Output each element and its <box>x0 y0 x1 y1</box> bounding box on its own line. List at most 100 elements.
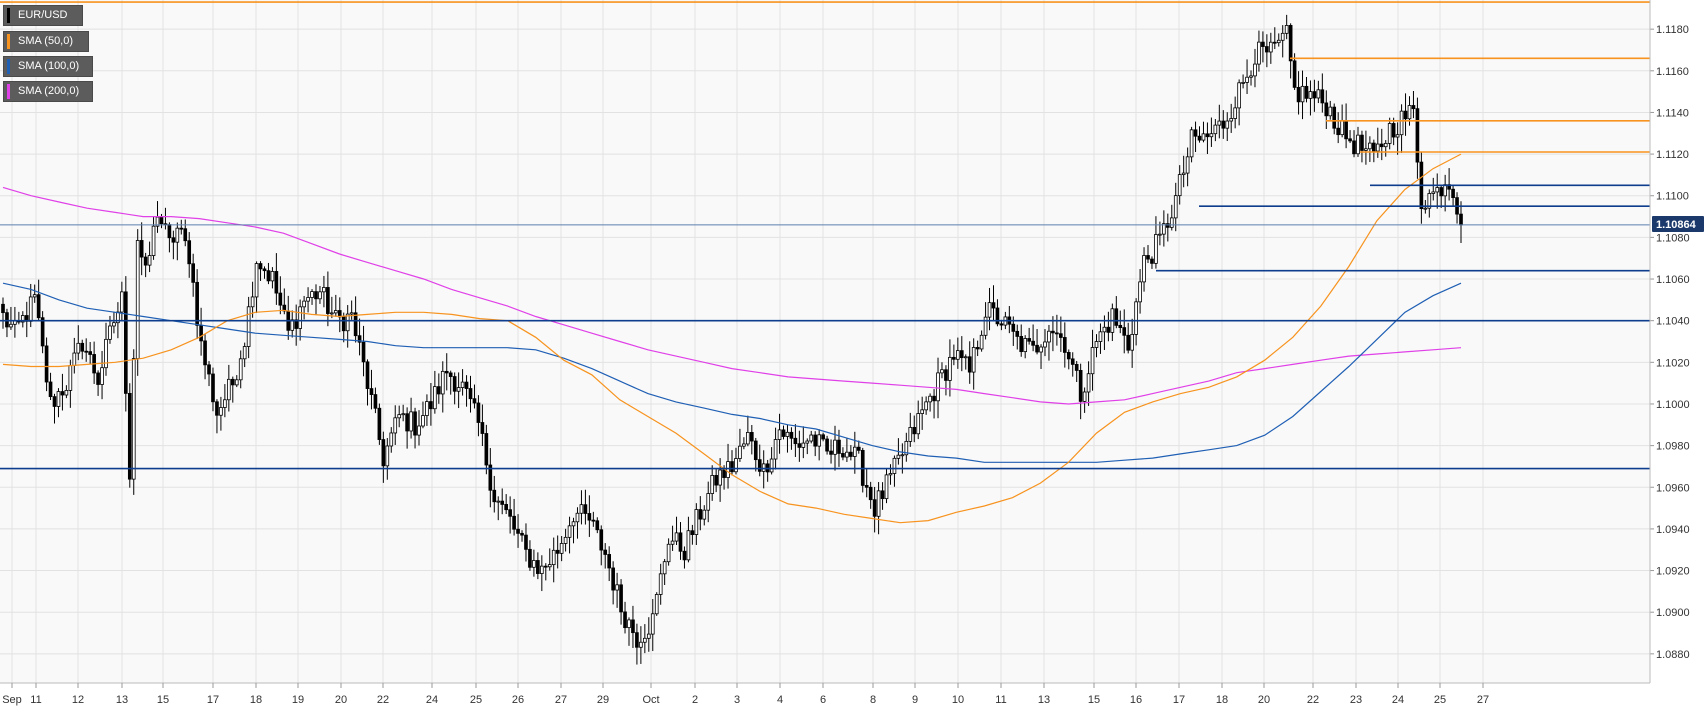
candle-body <box>318 291 322 300</box>
candle <box>959 336 964 372</box>
candle <box>147 241 152 273</box>
candle-body <box>1431 191 1436 194</box>
candle-body <box>868 486 873 501</box>
candle-body <box>991 302 996 309</box>
candle-body <box>773 439 778 460</box>
candle <box>278 276 283 315</box>
candle <box>377 403 382 445</box>
candle-body <box>401 413 405 416</box>
candle <box>488 448 493 508</box>
candle-body <box>476 402 481 423</box>
candle <box>397 405 402 428</box>
candle <box>603 543 608 569</box>
candle <box>932 389 936 419</box>
candle <box>658 563 663 605</box>
candle <box>100 350 104 400</box>
legend-sma50[interactable]: SMA (50,0) <box>3 31 89 52</box>
candle <box>1391 117 1396 146</box>
candle <box>623 601 627 634</box>
candle-body <box>187 240 192 265</box>
candle-body <box>1387 123 1392 144</box>
candle-body <box>1459 213 1463 226</box>
legend-sma200[interactable]: SMA (200,0) <box>3 81 93 102</box>
candle <box>476 395 481 437</box>
candle-body <box>1209 133 1214 138</box>
candle-body <box>666 543 671 563</box>
candle-body <box>56 391 61 407</box>
candle-body <box>1379 143 1384 148</box>
candle <box>1360 130 1364 163</box>
candle <box>191 253 196 297</box>
candle <box>139 222 144 276</box>
x-tick-label: 11 <box>995 694 1006 706</box>
candle-body <box>543 565 548 568</box>
candle <box>468 375 473 413</box>
candle <box>579 490 584 525</box>
candle-body <box>393 417 398 434</box>
legend-sma100[interactable]: SMA (100,0) <box>3 56 93 77</box>
candle <box>211 367 215 412</box>
candle <box>567 516 572 554</box>
candle <box>1106 311 1111 342</box>
candle-body <box>1055 332 1059 335</box>
candle <box>48 372 53 400</box>
candle-body <box>1027 338 1031 342</box>
candle <box>611 561 615 605</box>
candle-body <box>1169 217 1174 228</box>
candle-body <box>682 550 687 561</box>
candle <box>868 481 873 509</box>
candle-body <box>373 394 378 409</box>
legend-sma200-label: SMA (200,0) <box>18 85 80 97</box>
candle-body <box>147 255 152 266</box>
candle-body <box>520 532 524 536</box>
candle-body <box>1415 108 1420 163</box>
candle-body <box>116 311 120 324</box>
candle-body <box>1126 334 1131 351</box>
candle <box>290 310 295 338</box>
candle-body <box>1150 258 1154 264</box>
candle-body <box>1221 120 1226 129</box>
legend-sma50-label: SMA (50,0) <box>18 35 74 47</box>
x-tick-label: 22 <box>1307 694 1319 706</box>
candle-body <box>369 388 374 395</box>
x-tick-label: 22 <box>377 694 389 706</box>
candle <box>353 296 358 343</box>
candle-body <box>120 291 124 313</box>
candle-body <box>817 434 821 447</box>
candle <box>872 486 877 533</box>
candle <box>80 339 85 360</box>
candle-body <box>706 493 711 511</box>
candle-body <box>219 407 223 416</box>
candle-body <box>1158 233 1162 236</box>
candle-body <box>757 459 762 472</box>
candle <box>262 266 267 279</box>
candle-body <box>278 292 283 306</box>
candle <box>1245 59 1249 94</box>
candle-body <box>1265 46 1269 53</box>
candle-body <box>536 560 540 574</box>
candle-body <box>1 303 5 314</box>
candle-body <box>1134 301 1138 335</box>
candle <box>1296 71 1301 115</box>
candle <box>1090 329 1095 391</box>
candle <box>405 407 409 449</box>
candle-body <box>68 365 73 391</box>
candle-body <box>908 427 913 442</box>
legend-symbol[interactable]: EUR/USD <box>3 5 83 26</box>
candle-body <box>84 350 89 353</box>
candle-body <box>654 594 659 615</box>
candle-body <box>547 564 552 568</box>
candle <box>1383 140 1388 157</box>
candle <box>444 353 449 391</box>
candle <box>1411 90 1416 119</box>
candle <box>433 370 437 414</box>
candle <box>448 370 453 395</box>
candle-body <box>532 560 536 568</box>
candle <box>215 399 219 434</box>
candle <box>401 404 405 422</box>
candle-body <box>944 369 948 381</box>
candle-body <box>112 322 116 327</box>
candle <box>1118 310 1123 334</box>
candle <box>547 548 552 571</box>
